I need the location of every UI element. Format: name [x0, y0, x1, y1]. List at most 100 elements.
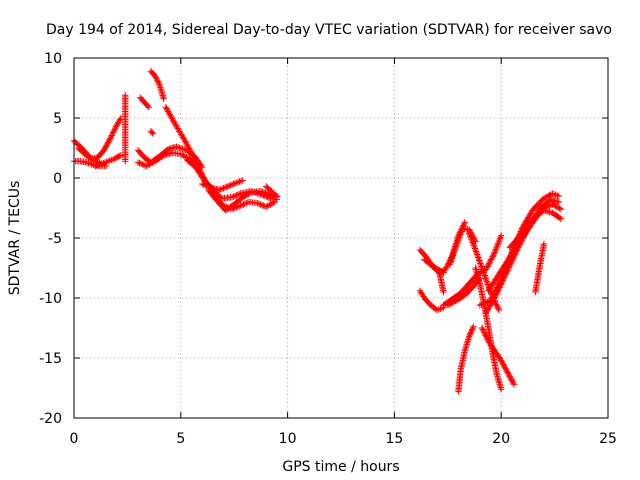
data-point-marker: [257, 201, 264, 208]
data-series-t20: [436, 267, 447, 296]
data-point-marker: [540, 195, 548, 202]
data-point-marker: [467, 234, 475, 241]
data-point-marker: [435, 306, 442, 313]
data-point-marker: [488, 256, 495, 263]
data-point-marker: [167, 112, 174, 119]
data-point-marker: [235, 203, 243, 210]
data-series-t3: [75, 114, 125, 162]
data-point-marker: [456, 232, 464, 240]
data-point-marker: [242, 192, 249, 199]
data-point-marker: [233, 204, 240, 211]
data-point-marker: [88, 161, 95, 168]
data-series-t23: [446, 225, 479, 268]
data-point-marker: [492, 247, 499, 255]
data-point-marker: [493, 302, 501, 309]
data-point-marker: [458, 228, 465, 235]
data-point-marker: [549, 201, 556, 208]
data-point-marker: [198, 180, 206, 188]
y-tick-label: 0: [53, 171, 62, 187]
data-point-marker: [482, 299, 490, 306]
data-point-marker: [184, 142, 191, 149]
data-point-marker: [499, 278, 506, 285]
data-point-marker: [86, 160, 94, 167]
data-point-marker: [496, 236, 503, 244]
data-point-marker: [145, 104, 152, 111]
data-point-marker: [234, 179, 242, 186]
data-point-marker: [476, 302, 484, 309]
data-point-marker: [497, 355, 504, 363]
data-point-marker: [220, 185, 227, 192]
data-point-marker: [500, 362, 508, 369]
data-point-marker: [201, 182, 209, 189]
data-point-marker: [246, 190, 254, 197]
y-tick-label: -5: [48, 231, 62, 247]
data-point-marker: [223, 203, 230, 210]
data-point-marker: [503, 268, 511, 276]
data-point-marker: [465, 333, 473, 340]
data-point-marker: [498, 357, 505, 364]
data-point-marker: [173, 143, 180, 150]
data-point-marker: [236, 178, 243, 185]
data-point-marker: [471, 243, 478, 251]
data-point-marker: [107, 135, 114, 142]
x-tick-label: 20: [492, 431, 510, 447]
data-point-marker: [187, 148, 194, 155]
data-point-marker: [146, 161, 153, 168]
data-point-marker: [93, 162, 101, 169]
data-series-t24: [455, 323, 477, 395]
data-point-marker: [457, 231, 464, 238]
data-point-marker: [191, 155, 198, 162]
data-point-marker: [491, 294, 498, 301]
data-point-marker: [255, 200, 263, 207]
data-point-marker: [505, 264, 513, 271]
data-point-marker: [490, 295, 498, 302]
data-series-t6: [137, 94, 152, 111]
data-point-marker: [107, 133, 115, 141]
data-point-marker: [235, 191, 243, 198]
data-point-marker: [492, 291, 500, 298]
data-point-marker: [108, 156, 115, 164]
data-point-marker: [493, 244, 500, 252]
data-point-marker: [497, 233, 504, 241]
data-point-marker: [504, 369, 511, 376]
data-point-marker: [549, 190, 556, 197]
data-point-marker: [243, 191, 251, 198]
data-point-marker: [154, 77, 161, 84]
data-point-marker: [479, 300, 487, 308]
data-point-marker: [153, 75, 160, 82]
data-point-marker: [495, 240, 502, 247]
data-point-marker: [181, 136, 188, 144]
data-point-marker: [506, 373, 513, 380]
data-point-marker: [507, 375, 515, 383]
data-point-marker: [228, 206, 236, 213]
data-point-marker: [144, 102, 151, 110]
data-point-marker: [437, 305, 444, 312]
data-point-marker: [169, 116, 177, 124]
data-point-marker: [155, 79, 162, 87]
data-point-marker: [237, 202, 244, 209]
data-point-marker: [500, 275, 507, 283]
data-point-marker: [481, 272, 488, 279]
data-point-marker: [478, 301, 485, 308]
data-point-marker: [503, 270, 510, 277]
data-point-marker: [108, 132, 115, 139]
data-point-marker: [243, 200, 250, 207]
data-point-marker: [481, 273, 489, 281]
data-point-marker: [508, 377, 516, 384]
data-series-t8: [147, 128, 157, 137]
data-point-marker: [102, 144, 109, 151]
data-point-marker: [556, 205, 563, 212]
data-point-marker: [460, 222, 467, 229]
data-point-marker: [461, 219, 469, 226]
data-point-marker: [470, 242, 478, 249]
data-point-marker: [465, 230, 473, 237]
data-point-marker: [455, 235, 462, 243]
data-point-marker: [454, 237, 462, 244]
y-tick-label: 5: [53, 111, 62, 127]
data-point-marker: [481, 330, 489, 338]
data-point-marker: [182, 138, 189, 145]
data-point-marker: [492, 246, 500, 253]
y-axis-label: SDTVAR / TECUs: [7, 181, 23, 296]
data-point-marker: [101, 145, 108, 153]
data-point-marker: [499, 277, 507, 284]
